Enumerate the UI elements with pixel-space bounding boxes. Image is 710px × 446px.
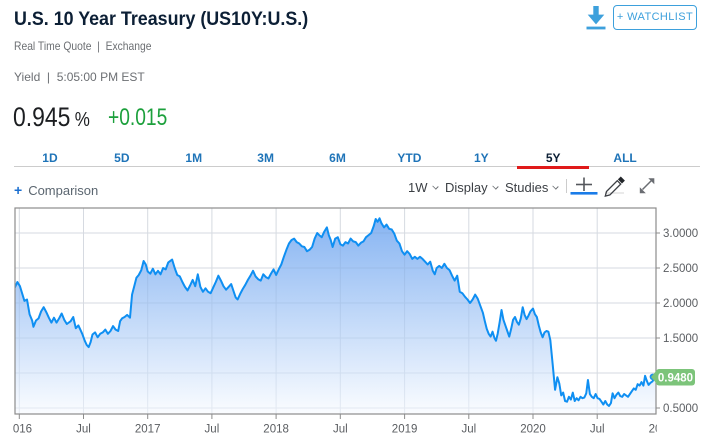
svg-text:Jul: Jul: [461, 423, 476, 435]
svg-text:Jul: Jul: [333, 423, 348, 435]
svg-text:0.5000: 0.5000: [663, 403, 698, 415]
svg-text:2.5000: 2.5000: [663, 263, 698, 275]
svg-text:3.0000: 3.0000: [663, 228, 698, 240]
svg-text:Jul: Jul: [590, 423, 605, 435]
svg-text:2019: 2019: [392, 423, 418, 435]
svg-text:Jul: Jul: [76, 423, 91, 435]
svg-text:2020: 2020: [520, 423, 546, 435]
svg-text:2021: 2021: [649, 423, 675, 435]
svg-text:2018: 2018: [263, 423, 289, 435]
svg-text:2.0000: 2.0000: [663, 298, 698, 310]
svg-text:2016: 2016: [7, 423, 33, 435]
svg-text:1.5000: 1.5000: [663, 333, 698, 345]
svg-text:0.9480: 0.9480: [658, 373, 693, 385]
svg-text:Jul: Jul: [205, 423, 220, 435]
svg-text:2017: 2017: [135, 423, 161, 435]
